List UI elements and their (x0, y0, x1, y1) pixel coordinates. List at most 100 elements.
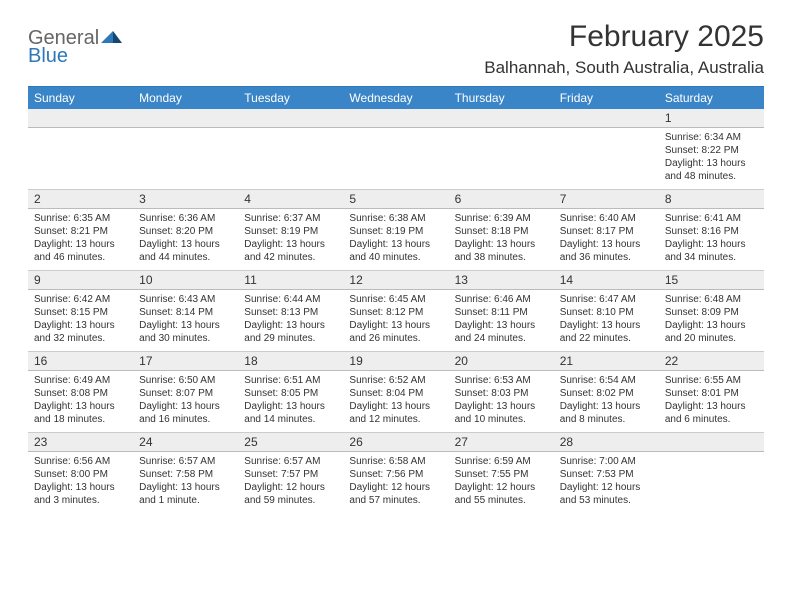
sunset-text: Sunset: 8:11 PM (455, 306, 548, 319)
sunset-text: Sunset: 8:01 PM (665, 387, 758, 400)
day-number: 10 (133, 271, 238, 290)
sunrise-text: Sunrise: 6:57 AM (244, 455, 337, 468)
sunset-text: Sunset: 8:21 PM (34, 225, 127, 238)
sunrise-text: Sunrise: 6:42 AM (34, 293, 127, 306)
day-cell: Sunrise: 6:54 AMSunset: 8:02 PMDaylight:… (554, 371, 659, 433)
day-cell: Sunrise: 6:42 AMSunset: 8:15 PMDaylight:… (28, 290, 133, 352)
daylight-text: Daylight: 13 hours and 42 minutes. (244, 238, 337, 264)
sunrise-text: Sunrise: 6:37 AM (244, 212, 337, 225)
sunrise-text: Sunrise: 7:00 AM (560, 455, 653, 468)
title-block: February 2025 Balhannah, South Australia… (484, 20, 764, 78)
day-cell: Sunrise: 6:55 AMSunset: 8:01 PMDaylight:… (659, 371, 764, 433)
weekday-header-row: Sunday Monday Tuesday Wednesday Thursday… (28, 87, 764, 109)
daylight-text: Daylight: 13 hours and 46 minutes. (34, 238, 127, 264)
sunrise-text: Sunrise: 6:49 AM (34, 374, 127, 387)
daylight-text: Daylight: 13 hours and 48 minutes. (665, 157, 758, 183)
day-cell: Sunrise: 6:40 AMSunset: 8:17 PMDaylight:… (554, 209, 659, 271)
day-number: 14 (554, 271, 659, 290)
day-cell (28, 128, 133, 190)
sunrise-text: Sunrise: 6:45 AM (349, 293, 442, 306)
sunset-text: Sunset: 8:08 PM (34, 387, 127, 400)
day-number: 4 (238, 190, 343, 209)
day-cell: Sunrise: 6:36 AMSunset: 8:20 PMDaylight:… (133, 209, 238, 271)
sunrise-text: Sunrise: 6:36 AM (139, 212, 232, 225)
day-cell: Sunrise: 6:46 AMSunset: 8:11 PMDaylight:… (449, 290, 554, 352)
day-cell: Sunrise: 6:51 AMSunset: 8:05 PMDaylight:… (238, 371, 343, 433)
daynum-row: 232425262728 (28, 433, 764, 452)
day-cell: Sunrise: 6:39 AMSunset: 8:18 PMDaylight:… (449, 209, 554, 271)
daybody-row: Sunrise: 6:34 AMSunset: 8:22 PMDaylight:… (28, 128, 764, 190)
sunrise-text: Sunrise: 6:56 AM (34, 455, 127, 468)
logo: GeneralBlue (28, 20, 123, 66)
day-cell: Sunrise: 6:41 AMSunset: 8:16 PMDaylight:… (659, 209, 764, 271)
day-cell: Sunrise: 7:00 AMSunset: 7:53 PMDaylight:… (554, 452, 659, 514)
day-cell: Sunrise: 6:45 AMSunset: 8:12 PMDaylight:… (343, 290, 448, 352)
daylight-text: Daylight: 13 hours and 1 minute. (139, 481, 232, 507)
day-number: 22 (659, 352, 764, 371)
sunrise-text: Sunrise: 6:57 AM (139, 455, 232, 468)
day-cell: Sunrise: 6:59 AMSunset: 7:55 PMDaylight:… (449, 452, 554, 514)
calendar-table: Sunday Monday Tuesday Wednesday Thursday… (28, 87, 764, 513)
daylight-text: Daylight: 13 hours and 14 minutes. (244, 400, 337, 426)
sunset-text: Sunset: 7:58 PM (139, 468, 232, 481)
sunset-text: Sunset: 8:17 PM (560, 225, 653, 238)
sunset-text: Sunset: 8:13 PM (244, 306, 337, 319)
location-subtitle: Balhannah, South Australia, Australia (484, 58, 764, 78)
day-cell: Sunrise: 6:37 AMSunset: 8:19 PMDaylight:… (238, 209, 343, 271)
daylight-text: Daylight: 13 hours and 3 minutes. (34, 481, 127, 507)
daylight-text: Daylight: 12 hours and 55 minutes. (455, 481, 548, 507)
day-cell (238, 128, 343, 190)
sunrise-text: Sunrise: 6:46 AM (455, 293, 548, 306)
weekday-header: Monday (133, 87, 238, 109)
day-number (343, 109, 448, 128)
weekday-header: Wednesday (343, 87, 448, 109)
day-number: 26 (343, 433, 448, 452)
sunrise-text: Sunrise: 6:51 AM (244, 374, 337, 387)
day-number (449, 109, 554, 128)
day-number: 11 (238, 271, 343, 290)
sunset-text: Sunset: 8:15 PM (34, 306, 127, 319)
calendar-page: GeneralBlue February 2025 Balhannah, Sou… (0, 0, 792, 533)
daybody-row: Sunrise: 6:42 AMSunset: 8:15 PMDaylight:… (28, 290, 764, 352)
sunset-text: Sunset: 8:03 PM (455, 387, 548, 400)
daylight-text: Daylight: 12 hours and 57 minutes. (349, 481, 442, 507)
sunset-text: Sunset: 8:16 PM (665, 225, 758, 238)
daylight-text: Daylight: 13 hours and 32 minutes. (34, 319, 127, 345)
daylight-text: Daylight: 13 hours and 29 minutes. (244, 319, 337, 345)
sunset-text: Sunset: 7:57 PM (244, 468, 337, 481)
day-number: 17 (133, 352, 238, 371)
weekday-header: Friday (554, 87, 659, 109)
day-cell: Sunrise: 6:57 AMSunset: 7:58 PMDaylight:… (133, 452, 238, 514)
day-cell: Sunrise: 6:47 AMSunset: 8:10 PMDaylight:… (554, 290, 659, 352)
daybody-row: Sunrise: 6:49 AMSunset: 8:08 PMDaylight:… (28, 371, 764, 433)
day-number: 5 (343, 190, 448, 209)
day-cell (343, 128, 448, 190)
daylight-text: Daylight: 13 hours and 12 minutes. (349, 400, 442, 426)
day-cell (449, 128, 554, 190)
weekday-header: Saturday (659, 87, 764, 109)
day-cell: Sunrise: 6:35 AMSunset: 8:21 PMDaylight:… (28, 209, 133, 271)
sunset-text: Sunset: 8:19 PM (244, 225, 337, 238)
sunrise-text: Sunrise: 6:34 AM (665, 131, 758, 144)
sunset-text: Sunset: 7:56 PM (349, 468, 442, 481)
sunset-text: Sunset: 8:20 PM (139, 225, 232, 238)
sunrise-text: Sunrise: 6:59 AM (455, 455, 548, 468)
day-number: 27 (449, 433, 554, 452)
sunset-text: Sunset: 8:12 PM (349, 306, 442, 319)
sunrise-text: Sunrise: 6:50 AM (139, 374, 232, 387)
sunrise-text: Sunrise: 6:48 AM (665, 293, 758, 306)
daylight-text: Daylight: 13 hours and 10 minutes. (455, 400, 548, 426)
day-number: 1 (659, 109, 764, 128)
sunset-text: Sunset: 8:07 PM (139, 387, 232, 400)
daylight-text: Daylight: 13 hours and 38 minutes. (455, 238, 548, 264)
daylight-text: Daylight: 13 hours and 16 minutes. (139, 400, 232, 426)
day-cell: Sunrise: 6:56 AMSunset: 8:00 PMDaylight:… (28, 452, 133, 514)
sunset-text: Sunset: 7:55 PM (455, 468, 548, 481)
daylight-text: Daylight: 13 hours and 6 minutes. (665, 400, 758, 426)
daylight-text: Daylight: 13 hours and 18 minutes. (34, 400, 127, 426)
daynum-row: 9101112131415 (28, 271, 764, 290)
daylight-text: Daylight: 13 hours and 40 minutes. (349, 238, 442, 264)
daylight-text: Daylight: 13 hours and 34 minutes. (665, 238, 758, 264)
day-number: 23 (28, 433, 133, 452)
daybody-row: Sunrise: 6:35 AMSunset: 8:21 PMDaylight:… (28, 209, 764, 271)
